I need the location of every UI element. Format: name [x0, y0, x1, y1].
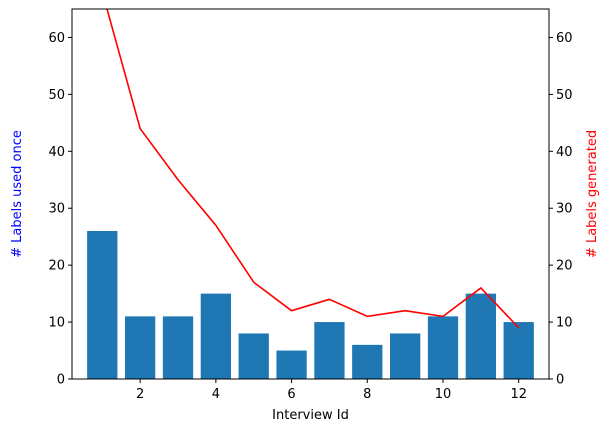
bar-interview-8: [352, 344, 383, 379]
bar-interview-9: [390, 333, 421, 379]
plot-frame: [71, 8, 550, 380]
bar-interview-1: [87, 231, 118, 379]
x-tick-label: 6: [287, 387, 295, 402]
x-tick-label: 12: [510, 387, 527, 402]
y-left-tick-label: 30: [48, 202, 65, 217]
y-left-tick-label: 10: [48, 316, 65, 331]
y-left-tick-label: 60: [48, 31, 65, 46]
x-tick-label: 10: [435, 387, 452, 402]
y-right-tick-label: 50: [556, 88, 573, 103]
y-right-tick-label: 60: [556, 31, 573, 46]
bar-interview-3: [162, 316, 194, 379]
bar-interview-7: [314, 322, 345, 379]
y-right-tick-label: 0: [556, 373, 564, 388]
y-axis-left-label: # Labels used once: [10, 130, 25, 258]
y-axis-right-label: # Labels generated: [585, 130, 600, 258]
labels-generated-line-layer: [106, 9, 520, 329]
bar-interview-4: [200, 293, 231, 379]
y-axis-left: 0 10 20 30 40 50 60: [48, 31, 72, 388]
x-tick-label: 2: [136, 387, 144, 402]
y-right-tick-label: 30: [556, 202, 573, 217]
x-tick-label: 4: [212, 387, 220, 402]
bar-interview-11: [465, 293, 496, 379]
y-right-tick-label: 10: [556, 316, 573, 331]
y-right-tick-label: 40: [556, 145, 573, 160]
x-tick-label: 8: [363, 387, 371, 402]
y-right-tick-label: 20: [556, 259, 573, 274]
bars: [87, 231, 534, 379]
y-left-tick-label: 50: [48, 88, 65, 103]
bar-interview-10: [427, 316, 459, 379]
bar-interview-2: [125, 316, 156, 379]
labels-generated-line: [106, 9, 520, 329]
y-axis-right: 0 10 20 30 40 50 60: [549, 31, 573, 388]
bar-interview-5: [238, 333, 269, 379]
x-axis: 2 4 6 8 10 12: [136, 379, 527, 402]
y-left-tick-label: 20: [48, 259, 65, 274]
y-left-tick-label: 0: [57, 373, 65, 388]
x-axis-label: Interview Id: [272, 408, 349, 423]
bar-interview-12: [503, 322, 534, 379]
y-left-tick-label: 40: [48, 145, 65, 160]
bar-interview-6: [276, 350, 307, 379]
